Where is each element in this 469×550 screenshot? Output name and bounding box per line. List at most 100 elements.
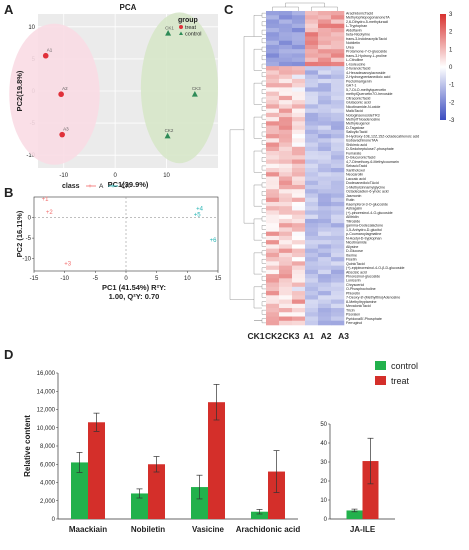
heatmap-cell (279, 74, 293, 80)
plsda-x-label-2: 1.00, Q²Y: 0.70 (109, 292, 160, 301)
heatmap-cell (331, 278, 345, 283)
heatmap-cell (266, 36, 280, 42)
heatmap-cell (266, 320, 280, 326)
heatmap-cell (305, 312, 319, 317)
heatmap-cell (331, 274, 345, 279)
heatmap-cell (266, 74, 280, 80)
heatmap-colorbar-tick: 0 (449, 65, 453, 71)
heatmap-cell (292, 134, 306, 139)
heatmap-cell (292, 138, 306, 143)
heatmap-cell (331, 78, 345, 84)
heatmap-cell (266, 57, 280, 63)
plsda-point-CK: +5 (194, 212, 202, 218)
heatmap-cell (331, 252, 345, 258)
heatmap-cell (318, 32, 332, 37)
heatmap-cell (292, 151, 306, 156)
pca-point-label: A1 (47, 48, 53, 53)
heatmap-cell (266, 252, 280, 258)
heatmap-cell (279, 151, 293, 156)
heatmap-row-dendrogram (229, 129, 254, 300)
heatmap-cell (305, 70, 319, 75)
plsda-x-tick: 15 (215, 276, 222, 282)
heatmap-row-dendrogram (261, 131, 266, 137)
heatmap-cell (266, 23, 280, 29)
heatmap-row-dendrogram (261, 21, 266, 27)
heatmap-cell (292, 100, 306, 105)
panel-label-a: A (4, 2, 14, 17)
heatmap-colorbar-tick: -2 (449, 100, 455, 106)
heatmap-cell (266, 91, 280, 97)
heatmap-row-label: ArachidonicTacid (346, 11, 373, 15)
heatmap-row-label: IsobavachinoneTAA (346, 139, 379, 143)
plsda-legend-CK-marker: + (111, 184, 115, 190)
heatmap-cell (279, 240, 293, 245)
heatmap-cell (305, 134, 319, 139)
heatmap-row-dendrogram (261, 309, 266, 315)
heatmap-cell (318, 66, 332, 71)
heatmap-cell (292, 129, 306, 135)
heatmap-row-dendrogram (253, 286, 262, 309)
heatmap-cell (266, 308, 280, 313)
jaile-bar-treat (362, 461, 379, 519)
heatmap-cell (318, 159, 332, 165)
heatmap-cell (266, 142, 280, 148)
heatmap-row-label: MalicTacid (346, 109, 363, 113)
heatmap-colorbar (440, 14, 446, 120)
bar-y-tick: 10,000 (37, 426, 56, 432)
heatmap-row-dendrogram (261, 233, 266, 239)
heatmap-row-label: Lonicerin (346, 279, 361, 283)
heatmap-cell (318, 197, 332, 203)
heatmap-row-label: Methyleugenol (346, 122, 370, 126)
heatmap-cell (331, 74, 345, 80)
heatmap-cell (305, 176, 319, 182)
heatmap-cell (266, 176, 280, 182)
heatmap-cell (331, 214, 345, 220)
bar-category-label: Nobiletin (131, 525, 165, 534)
heatmap-cell (331, 312, 345, 317)
heatmap-row-dendrogram (261, 276, 266, 281)
heatmap-cell (266, 265, 280, 271)
heatmap-cell (266, 218, 280, 224)
jaile-y-tick: 20 (320, 479, 327, 485)
heatmap-row-label: D-Tagatose (346, 126, 364, 130)
heatmap-cell (279, 53, 293, 58)
bar-control (191, 487, 208, 519)
bar-y-tick: 4,000 (40, 481, 56, 487)
heatmap-row-dendrogram (253, 49, 262, 71)
heatmap-cell (292, 231, 306, 237)
heatmap-cell (331, 40, 345, 46)
heatmap-row-label: Xanthotoxol (346, 168, 365, 172)
heatmap-cell (331, 87, 345, 92)
heatmap-cell (318, 83, 332, 88)
heatmap-cell (305, 295, 319, 300)
pca-x-tick: -10 (59, 173, 68, 179)
heatmap-cell (266, 95, 280, 101)
heatmap-cell (331, 286, 345, 292)
heatmap-cell (279, 206, 293, 211)
heatmap-cell (318, 95, 332, 101)
pca-point-control (191, 91, 198, 97)
heatmap-cell (305, 61, 319, 67)
heatmap-cell (318, 320, 332, 326)
heatmap-cell (318, 87, 332, 92)
heatmap-cell (266, 66, 280, 71)
legend-control-swatch (375, 361, 386, 370)
heatmap-cell (305, 19, 319, 25)
heatmap-cell (318, 282, 332, 288)
heatmap-cell (331, 206, 345, 211)
heatmap-row-label: Abscisic acid (346, 270, 367, 274)
heatmap-cell (318, 261, 332, 266)
heatmap-cell (318, 223, 332, 228)
heatmap-cell (279, 308, 293, 313)
heatmap-cell (266, 286, 280, 292)
heatmap-cell (318, 15, 332, 20)
heatmap-row-label: N-Acetyl-D-tryptophan (346, 236, 382, 240)
heatmap-cell (266, 40, 280, 46)
heatmap-cell (331, 53, 345, 58)
heatmap-col-label: CK3 (282, 331, 299, 341)
heatmap-cell (292, 248, 306, 254)
pca-point-label: CK3 (192, 86, 201, 91)
heatmap-row-label: 1,5-Anhydro-D-glucitol (346, 228, 382, 232)
heatmap-cell (318, 184, 332, 190)
plsda-legend-CK: CK (121, 183, 131, 190)
